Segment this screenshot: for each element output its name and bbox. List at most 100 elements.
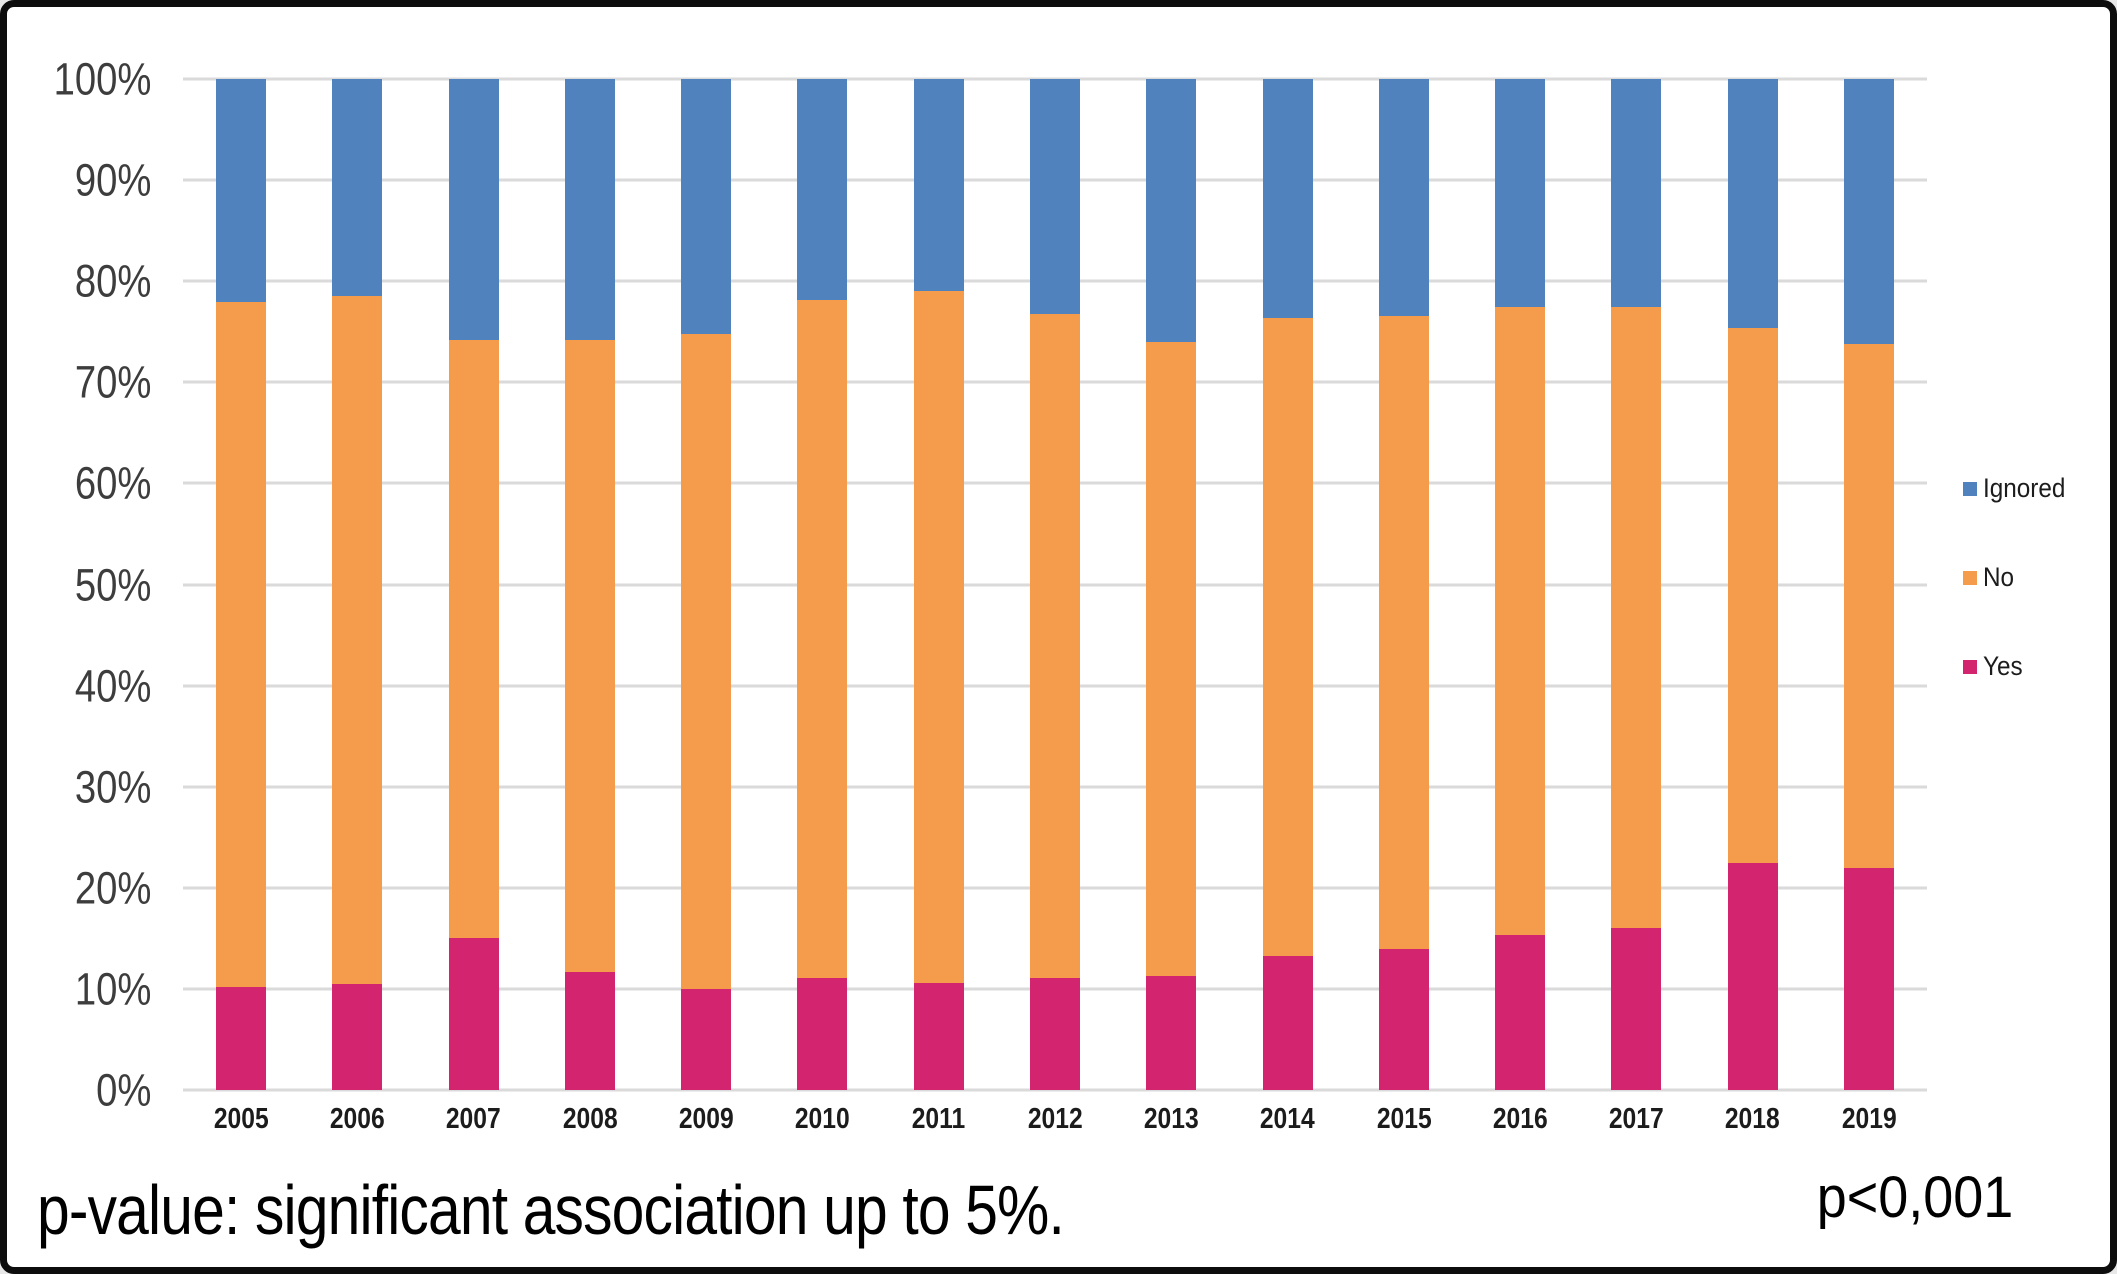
y-tick-40%: 40% (74, 660, 152, 712)
bar-segment-ignored-2008 (564, 79, 615, 340)
bar-segment-yes-2008 (564, 971, 615, 1090)
x-slot-2007: 2007 (416, 1105, 532, 1134)
x-slot-2011: 2011 (881, 1105, 997, 1134)
bar-slot-2005 (183, 79, 299, 1090)
bar-segment-yes-2013 (1146, 975, 1197, 1090)
x-tick-2013: 2013 (1143, 1103, 1199, 1135)
bar-segment-no-2019 (1843, 343, 1894, 868)
legend-swatch-ignored (1963, 481, 1977, 496)
x-tick-2011: 2011 (911, 1103, 966, 1135)
bar-segment-no-2016 (1495, 306, 1546, 936)
legend-item-yes: Yes (1963, 653, 2075, 680)
y-tick-30%: 30% (74, 761, 152, 813)
bar-slot-2017 (1578, 79, 1694, 1090)
bar-segment-no-2014 (1262, 317, 1313, 956)
legend-label-ignored: Ignored (1983, 473, 2066, 503)
bar-2016 (1495, 79, 1546, 1090)
y-tick-80%: 80% (74, 255, 152, 307)
bar-segment-no-2015 (1378, 315, 1429, 950)
bar-2013 (1146, 79, 1197, 1090)
legend-swatch-no (1963, 570, 1977, 585)
bar-slot-2016 (1462, 79, 1578, 1090)
bar-segment-ignored-2016 (1495, 79, 1546, 307)
bar-2014 (1262, 79, 1313, 1090)
bar-segment-no-2006 (332, 296, 383, 984)
y-tick-90%: 90% (74, 154, 152, 206)
bar-segment-ignored-2014 (1262, 79, 1313, 318)
bar-slot-2006 (299, 79, 415, 1090)
bar-segment-no-2012 (1029, 313, 1080, 978)
bar-segment-ignored-2010 (797, 79, 848, 301)
bar-segment-ignored-2007 (448, 79, 499, 340)
bar-slot-2015 (1346, 79, 1462, 1090)
bar-2010 (797, 79, 848, 1090)
x-slot-2014: 2014 (1229, 1105, 1345, 1134)
gridline-100% (183, 77, 1927, 81)
bar-segment-yes-2010 (797, 977, 848, 1090)
bar-segment-no-2009 (681, 333, 732, 989)
bar-slot-2013 (1113, 79, 1229, 1090)
bar-2012 (1029, 79, 1080, 1090)
bar-2011 (913, 79, 964, 1090)
gridline-0% (183, 1088, 1927, 1092)
bar-slot-2019 (1811, 79, 1927, 1090)
x-slot-2016: 2016 (1462, 1105, 1578, 1134)
plot-area (183, 77, 1927, 1092)
x-slot-2008: 2008 (532, 1105, 648, 1134)
legend-label-yes: Yes (1983, 651, 2023, 681)
bar-segment-no-2018 (1727, 327, 1778, 863)
bar-2006 (332, 79, 383, 1090)
x-tick-2006: 2006 (329, 1103, 385, 1135)
bar-2018 (1727, 79, 1778, 1090)
bar-segment-ignored-2011 (913, 79, 964, 292)
x-tick-2014: 2014 (1260, 1103, 1315, 1135)
y-tick-0%: 0% (96, 1064, 152, 1116)
bar-segment-yes-2018 (1727, 862, 1778, 1090)
legend-item-ignored: Ignored (1963, 475, 2075, 502)
legend-item-no: No (1963, 564, 2075, 591)
bar-segment-ignored-2009 (681, 79, 732, 334)
bar-segment-ignored-2013 (1146, 79, 1197, 342)
x-tick-2009: 2009 (678, 1103, 734, 1135)
x-slot-2005: 2005 (183, 1105, 299, 1134)
x-slot-2009: 2009 (648, 1105, 764, 1134)
bar-segment-ignored-2018 (1727, 79, 1778, 328)
bar-segment-no-2013 (1146, 341, 1197, 976)
bar-slot-2011 (881, 79, 997, 1090)
y-tick-20%: 20% (74, 862, 152, 914)
bar-2019 (1843, 79, 1894, 1090)
bar-segment-no-2011 (913, 291, 964, 983)
bar-segment-ignored-2012 (1029, 79, 1080, 314)
x-slot-2010: 2010 (764, 1105, 880, 1134)
x-slot-2012: 2012 (997, 1105, 1113, 1134)
y-tick-70%: 70% (74, 356, 152, 408)
y-axis-labels: 0% 10% 20% 30% 40% 50% 60% 70% 80% 90% 100% (7, 57, 165, 1113)
bar-slot-2009 (648, 79, 764, 1090)
bar-segment-yes-2015 (1378, 949, 1429, 1090)
bar-2015 (1378, 79, 1429, 1090)
p-value-text: p<0,001 (1816, 1165, 2013, 1230)
bar-segment-yes-2014 (1262, 955, 1313, 1090)
x-tick-2010: 2010 (795, 1103, 850, 1135)
bar-segment-ignored-2015 (1378, 79, 1429, 316)
bar-segment-no-2010 (797, 300, 848, 978)
bar-segment-ignored-2005 (216, 79, 267, 303)
legend-label-no: No (1983, 562, 2015, 592)
bar-2008 (564, 79, 615, 1090)
legend-swatch-yes (1963, 659, 1977, 674)
bar-segment-no-2005 (216, 302, 267, 987)
bar-segment-no-2007 (448, 339, 499, 939)
bar-segment-yes-2005 (216, 986, 267, 1090)
x-tick-2015: 2015 (1376, 1103, 1432, 1135)
bars-container (183, 79, 1927, 1090)
x-tick-2012: 2012 (1027, 1103, 1083, 1135)
bar-segment-no-2017 (1611, 306, 1662, 929)
x-slot-2019: 2019 (1811, 1105, 1927, 1134)
x-slot-2018: 2018 (1694, 1105, 1810, 1134)
y-tick-100%: 100% (53, 53, 152, 105)
x-tick-2019: 2019 (1841, 1103, 1897, 1135)
bar-slot-2014 (1229, 79, 1345, 1090)
bar-segment-ignored-2017 (1611, 79, 1662, 307)
bar-slot-2007 (416, 79, 532, 1090)
